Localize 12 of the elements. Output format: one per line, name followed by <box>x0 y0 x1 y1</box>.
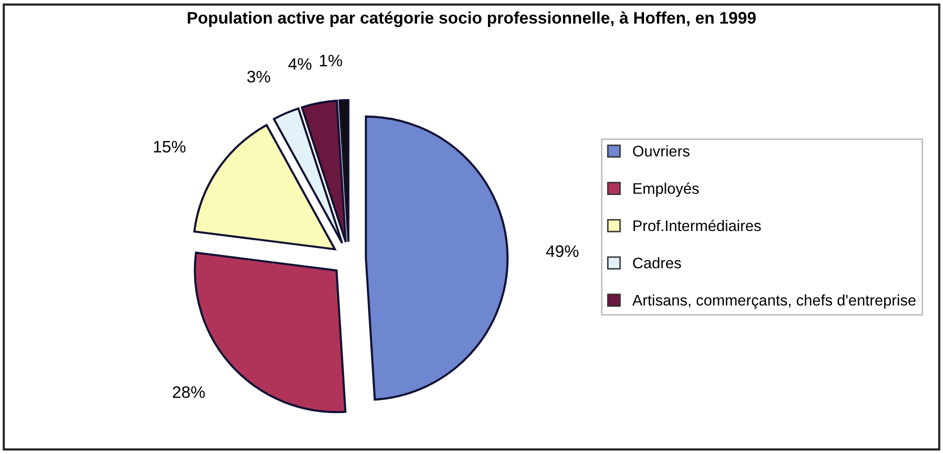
data-label: 15% <box>154 140 186 153</box>
chart-title: Population active par catégorie socio professionnelle, à Hoffen, en 1999 <box>188 11 756 28</box>
legend-label: Employés <box>634 182 699 197</box>
legend-label: Cadres <box>633 257 681 268</box>
data-label: 1% <box>320 54 342 66</box>
data-label: 3% <box>247 70 270 83</box>
legend-label: Ouvriers <box>633 145 690 157</box>
legend-label: Prof.Intermédiaires <box>634 220 761 232</box>
data-label: 4% <box>288 58 312 70</box>
data-label: 28% <box>172 386 205 398</box>
data-label: 49% <box>546 245 578 258</box>
legend-label: Artisans, commerçants, chefs d'entreprise <box>632 294 916 309</box>
